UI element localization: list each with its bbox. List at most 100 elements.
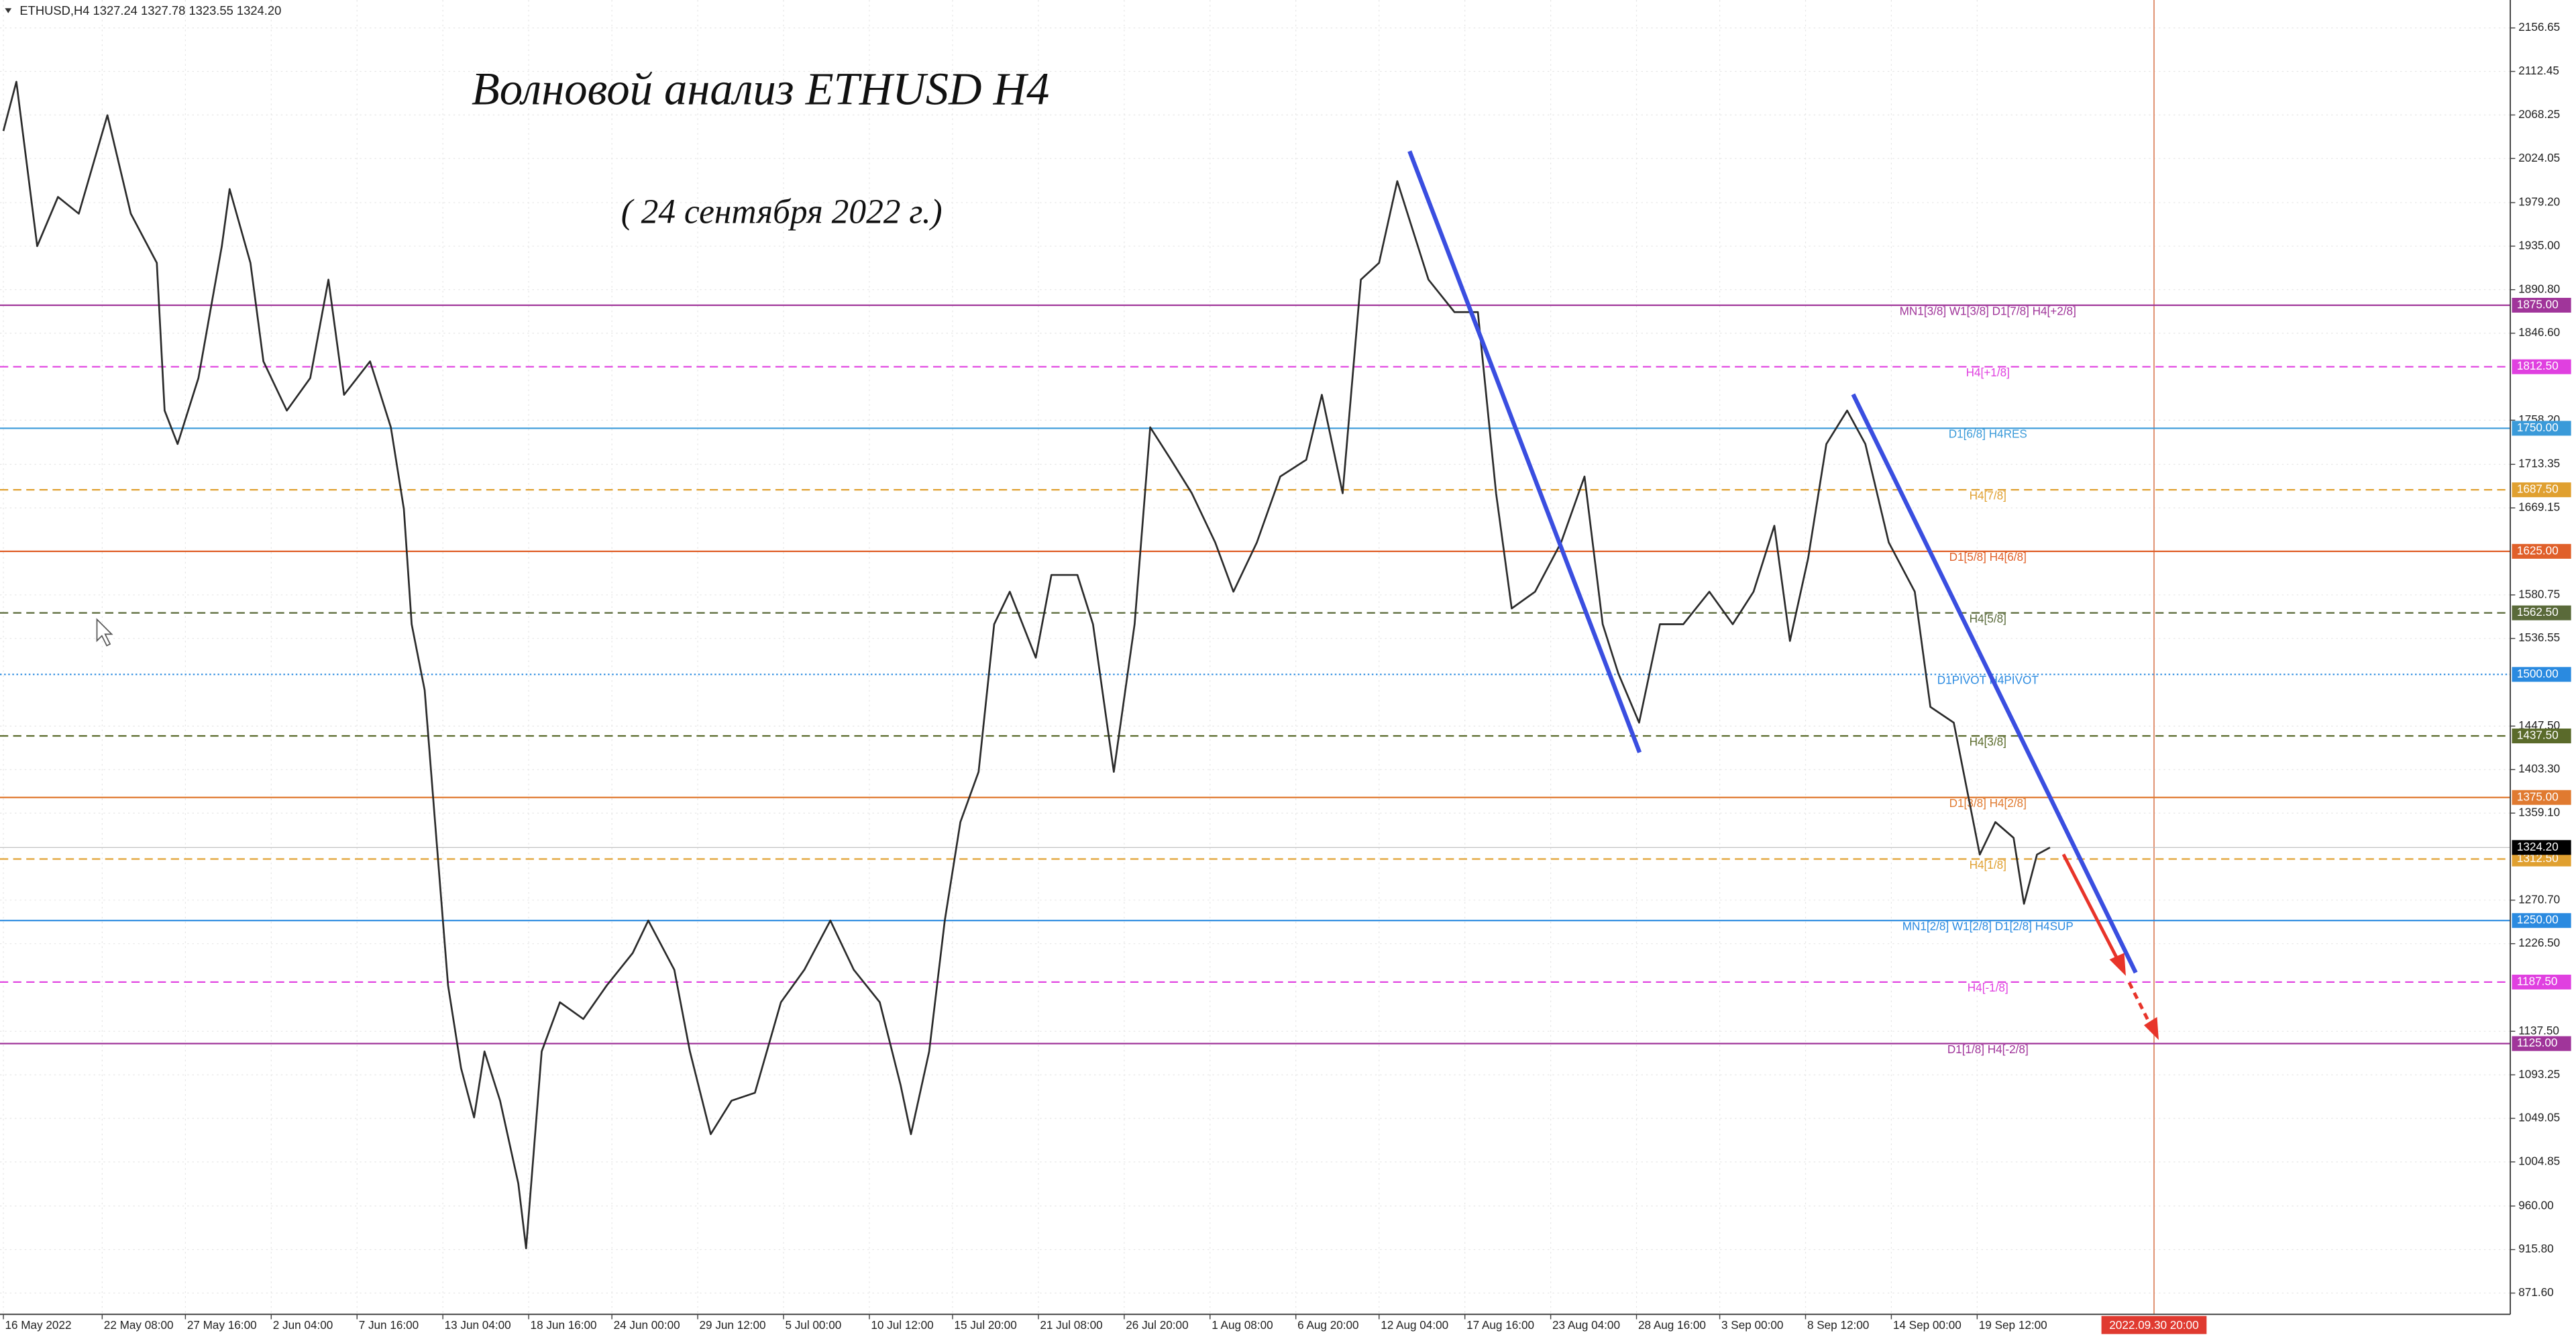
y-tick-label: 1004.85 bbox=[2518, 1155, 2560, 1168]
level-label: D1[3/8] H4[2/8] bbox=[1949, 796, 2027, 810]
trend-line bbox=[1851, 393, 2138, 974]
x-tick-label: 14 Sep 00:00 bbox=[1893, 1318, 1962, 1332]
x-tick-label: 29 Jun 12:00 bbox=[700, 1318, 766, 1332]
level-price-box bbox=[2512, 543, 2571, 559]
y-tick-label: 1846.60 bbox=[2518, 325, 2560, 339]
level-price-label: 1625.00 bbox=[2517, 543, 2559, 557]
x-tick-label: 24 Jun 00:00 bbox=[614, 1318, 680, 1332]
forecast-arrow bbox=[2127, 981, 2154, 1030]
level-label: H4[+1/8] bbox=[1966, 366, 2010, 379]
x-tick-label: 8 Sep 12:00 bbox=[1807, 1318, 1869, 1332]
axes: 2156.65 2112.45 2068.25 2024.05 1979.20 1935.… bbox=[3, 20, 2571, 1334]
x-tick-label: 21 Jul 08:00 bbox=[1040, 1318, 1102, 1332]
y-tick-label: 1713.35 bbox=[2518, 457, 2560, 470]
level-label: H4[7/8] bbox=[1970, 488, 2006, 502]
chart-subtitle: ( 24 сентября 2022 г.) bbox=[621, 193, 943, 231]
level-price-label: 1875.00 bbox=[2517, 298, 2559, 311]
level-label: D1[6/8] H4RES bbox=[1949, 427, 2027, 441]
y-tick-label: 1226.50 bbox=[2518, 936, 2560, 949]
y-tick-label: 1270.70 bbox=[2518, 892, 2560, 906]
current-price-label: 1324.20 bbox=[2517, 840, 2559, 853]
x-tick-label: 13 Jun 04:00 bbox=[445, 1318, 511, 1332]
y-tick-label: 1093.25 bbox=[2518, 1067, 2560, 1081]
x-tick-label: 27 May 16:00 bbox=[187, 1318, 257, 1332]
level-label: H4[5/8] bbox=[1970, 612, 2006, 625]
y-tick-label: 1049.05 bbox=[2518, 1111, 2560, 1124]
y-tick-label: 1137.50 bbox=[2518, 1024, 2559, 1037]
level-price-label: 1125.00 bbox=[2517, 1036, 2558, 1049]
x-tick-label: 7 Jun 16:00 bbox=[359, 1318, 419, 1332]
level-price-box bbox=[2512, 851, 2571, 867]
x-tick-label: 23 Aug 04:00 bbox=[1552, 1318, 1620, 1332]
chart-title: Волновой анализ ETHUSD H4 bbox=[472, 63, 1050, 114]
x-tick-label: 12 Aug 04:00 bbox=[1381, 1318, 1448, 1332]
x-tick-label: 16 May 2022 bbox=[5, 1318, 71, 1332]
level-price-box bbox=[2512, 482, 2571, 498]
level-price-label: 1812.50 bbox=[2517, 359, 2559, 372]
level-price-box bbox=[2512, 729, 2571, 744]
level-label: D1PIVOT H4PIVOT bbox=[1937, 674, 2039, 687]
time-marker-box bbox=[2101, 1316, 2207, 1334]
y-tick-label: 1935.00 bbox=[2518, 238, 2560, 252]
level-price-label: 1562.50 bbox=[2517, 605, 2559, 619]
y-tick-label: 1403.30 bbox=[2518, 762, 2560, 775]
level-label: MN1[2/8] W1[2/8] D1[2/8] H4SUP bbox=[1902, 920, 2074, 933]
x-tick-label: 6 Aug 20:00 bbox=[1297, 1318, 1358, 1332]
y-tick-label: 1359.10 bbox=[2518, 806, 2560, 819]
x-tick-label: 10 Jul 12:00 bbox=[871, 1318, 933, 1332]
x-tick-label: 18 Jun 16:00 bbox=[531, 1318, 597, 1332]
y-tick-label: 1979.20 bbox=[2518, 195, 2560, 209]
series bbox=[2, 81, 2051, 1250]
level-label: H4[3/8] bbox=[1970, 735, 2006, 748]
y-tick-label: 2112.45 bbox=[2518, 64, 2559, 77]
y-tick-label: 1580.75 bbox=[2518, 587, 2560, 600]
price-line bbox=[2, 81, 2051, 1250]
level-price-label: 1500.00 bbox=[2517, 667, 2559, 680]
x-tick-label: 28 Aug 16:00 bbox=[1638, 1318, 1706, 1332]
level-price-label: 1187.50 bbox=[2517, 974, 2558, 987]
x-tick-label: 19 Sep 12:00 bbox=[1979, 1318, 2047, 1332]
x-tick-label: 1 Aug 08:00 bbox=[1212, 1318, 1273, 1332]
level-label: H4[1/8] bbox=[1970, 858, 2006, 871]
level-price-label: 1750.00 bbox=[2517, 421, 2559, 434]
y-tick-label: 871.60 bbox=[2518, 1285, 2553, 1299]
arrow-head bbox=[2143, 1016, 2159, 1040]
header-icon bbox=[5, 8, 12, 13]
level-price-label: 1250.00 bbox=[2517, 913, 2559, 926]
level-price-box bbox=[2512, 667, 2571, 682]
x-tick-label: 26 Jul 20:00 bbox=[1126, 1318, 1188, 1332]
level-price-box bbox=[2512, 297, 2571, 313]
y-tick-label: 1669.15 bbox=[2518, 500, 2560, 514]
level-label: MN1[3/8] W1[3/8] D1[7/8] H4[+2/8] bbox=[1900, 304, 2076, 317]
level-price-box bbox=[2512, 421, 2571, 436]
x-tick-label: 2 Jun 04:00 bbox=[273, 1318, 333, 1332]
level-price-box bbox=[2512, 359, 2571, 374]
level-price-label: 1375.00 bbox=[2517, 790, 2559, 803]
level-price-box bbox=[2512, 790, 2571, 805]
forecast-arrow bbox=[2061, 853, 2121, 964]
y-tick-label: 2156.65 bbox=[2518, 20, 2560, 34]
x-tick-label: 22 May 08:00 bbox=[104, 1318, 174, 1332]
level-price-box bbox=[2512, 913, 2571, 928]
grid bbox=[0, 0, 2511, 1315]
trend-line bbox=[1407, 150, 1642, 753]
y-tick-label: 2068.25 bbox=[2518, 107, 2560, 121]
y-tick-label: 2024.05 bbox=[2518, 151, 2560, 164]
arrow-head bbox=[2109, 953, 2126, 976]
level-label: D1[1/8] H4[-2/8] bbox=[1947, 1042, 2029, 1056]
mouse-cursor bbox=[96, 618, 113, 647]
level-price-box bbox=[2512, 605, 2571, 621]
y-tick-label: 1890.80 bbox=[2518, 282, 2560, 295]
y-tick-label: 960.00 bbox=[2518, 1198, 2553, 1212]
x-tick-label: 17 Aug 16:00 bbox=[1466, 1318, 1534, 1332]
level-label: H4[-1/8] bbox=[1968, 981, 2008, 994]
y-tick-label: 1447.50 bbox=[2518, 718, 2560, 732]
time-marker-label: 2022.09.30 20:00 bbox=[2109, 1318, 2198, 1332]
current-price-box bbox=[2512, 840, 2571, 855]
y-tick-label: 915.80 bbox=[2518, 1242, 2553, 1255]
level-price-label: 1437.50 bbox=[2517, 729, 2559, 742]
level-label: D1[5/8] H4[6/8] bbox=[1949, 550, 2027, 564]
